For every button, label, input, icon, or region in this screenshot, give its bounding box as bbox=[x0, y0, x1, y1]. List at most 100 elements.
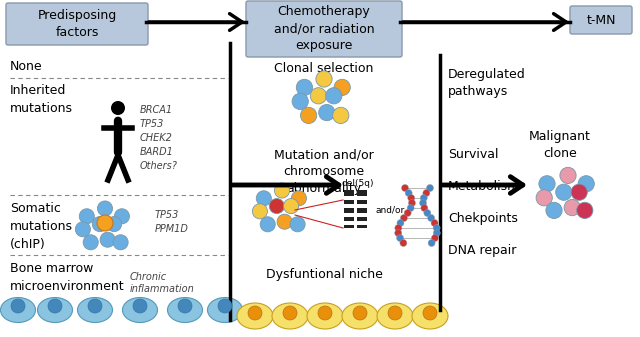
Circle shape bbox=[283, 306, 297, 320]
Circle shape bbox=[115, 209, 129, 224]
Text: Dysfuntional niche: Dysfuntional niche bbox=[266, 268, 383, 281]
Circle shape bbox=[97, 215, 113, 231]
Text: t-MN: t-MN bbox=[586, 13, 616, 27]
Circle shape bbox=[560, 167, 576, 184]
Ellipse shape bbox=[122, 298, 157, 323]
Circle shape bbox=[536, 190, 552, 206]
Ellipse shape bbox=[77, 298, 113, 323]
Circle shape bbox=[433, 229, 440, 237]
Ellipse shape bbox=[38, 298, 72, 323]
Circle shape bbox=[571, 184, 588, 200]
Circle shape bbox=[401, 184, 408, 191]
Text: Chekpoints: Chekpoints bbox=[448, 212, 518, 225]
Text: Predisposing
factors: Predisposing factors bbox=[37, 9, 116, 39]
Circle shape bbox=[433, 224, 440, 232]
Circle shape bbox=[178, 299, 192, 313]
Bar bbox=[344, 204, 354, 208]
Circle shape bbox=[48, 299, 62, 313]
Circle shape bbox=[291, 191, 307, 206]
FancyBboxPatch shape bbox=[570, 6, 632, 34]
Circle shape bbox=[133, 299, 147, 313]
Circle shape bbox=[578, 176, 595, 192]
Circle shape bbox=[290, 217, 305, 232]
Circle shape bbox=[111, 101, 125, 115]
Circle shape bbox=[252, 204, 268, 219]
Circle shape bbox=[395, 229, 402, 237]
Bar bbox=[357, 190, 367, 228]
Circle shape bbox=[92, 217, 108, 232]
Ellipse shape bbox=[207, 298, 243, 323]
Circle shape bbox=[539, 176, 555, 192]
Text: Chemotherapy
and/or radiation
exposure: Chemotherapy and/or radiation exposure bbox=[274, 5, 374, 53]
FancyBboxPatch shape bbox=[6, 3, 148, 45]
Circle shape bbox=[301, 107, 317, 124]
Circle shape bbox=[83, 235, 99, 250]
Circle shape bbox=[319, 104, 335, 121]
Text: DNA repair: DNA repair bbox=[448, 244, 516, 257]
Circle shape bbox=[269, 198, 284, 214]
Circle shape bbox=[277, 214, 292, 229]
Circle shape bbox=[420, 194, 428, 202]
Circle shape bbox=[11, 299, 25, 313]
Circle shape bbox=[275, 183, 289, 198]
Circle shape bbox=[218, 299, 232, 313]
Bar bbox=[357, 196, 367, 200]
Ellipse shape bbox=[272, 303, 308, 329]
Circle shape bbox=[404, 210, 411, 216]
Bar bbox=[344, 213, 354, 217]
Circle shape bbox=[256, 191, 271, 206]
Circle shape bbox=[113, 235, 128, 250]
Ellipse shape bbox=[342, 303, 378, 329]
Circle shape bbox=[423, 189, 430, 196]
Text: TP53
PPM1D: TP53 PPM1D bbox=[155, 210, 189, 234]
Circle shape bbox=[564, 200, 580, 216]
Circle shape bbox=[431, 219, 438, 226]
Circle shape bbox=[407, 205, 414, 212]
Circle shape bbox=[397, 235, 404, 242]
Text: Survival: Survival bbox=[448, 148, 499, 161]
Text: Inherited
mutations: Inherited mutations bbox=[10, 84, 73, 115]
Ellipse shape bbox=[168, 298, 202, 323]
Text: Deregulated
pathways: Deregulated pathways bbox=[448, 68, 525, 98]
Circle shape bbox=[292, 93, 308, 110]
Text: Somatic
mutations
(chIP): Somatic mutations (chIP) bbox=[10, 202, 73, 251]
Text: del(5q): del(5q) bbox=[342, 179, 374, 188]
Text: Bone marrow
microenvironment: Bone marrow microenvironment bbox=[10, 262, 125, 293]
Text: Clonal selection: Clonal selection bbox=[275, 62, 374, 75]
Circle shape bbox=[88, 299, 102, 313]
Text: BRCA1
TP53
CHEK2
BARD1
Others?: BRCA1 TP53 CHEK2 BARD1 Others? bbox=[140, 105, 178, 171]
Circle shape bbox=[260, 217, 275, 232]
Circle shape bbox=[395, 224, 402, 232]
Bar bbox=[344, 190, 354, 228]
Text: Chronic
inflammation: Chronic inflammation bbox=[130, 272, 195, 295]
Circle shape bbox=[333, 107, 349, 124]
Bar bbox=[344, 196, 354, 200]
Circle shape bbox=[408, 200, 415, 207]
Circle shape bbox=[423, 306, 437, 320]
Circle shape bbox=[428, 240, 435, 246]
Bar bbox=[357, 221, 367, 225]
Circle shape bbox=[546, 202, 562, 218]
Circle shape bbox=[106, 217, 122, 232]
Ellipse shape bbox=[1, 298, 35, 323]
Bar bbox=[357, 213, 367, 217]
Text: Malignant
clone: Malignant clone bbox=[529, 130, 591, 160]
Circle shape bbox=[76, 222, 90, 237]
Text: Mutation and/or
chromosome
abnormality: Mutation and/or chromosome abnormality bbox=[274, 148, 374, 195]
Circle shape bbox=[424, 210, 431, 216]
Ellipse shape bbox=[377, 303, 413, 329]
Circle shape bbox=[334, 79, 350, 95]
Circle shape bbox=[428, 214, 435, 221]
Circle shape bbox=[97, 201, 113, 216]
Text: None: None bbox=[10, 60, 43, 73]
Circle shape bbox=[353, 306, 367, 320]
Text: Metabolism: Metabolism bbox=[448, 180, 520, 193]
Circle shape bbox=[405, 189, 412, 196]
Circle shape bbox=[310, 88, 326, 104]
Circle shape bbox=[388, 306, 402, 320]
Circle shape bbox=[400, 240, 407, 246]
Bar bbox=[344, 221, 354, 225]
Circle shape bbox=[326, 88, 342, 104]
Circle shape bbox=[426, 184, 433, 191]
Circle shape bbox=[408, 194, 415, 202]
